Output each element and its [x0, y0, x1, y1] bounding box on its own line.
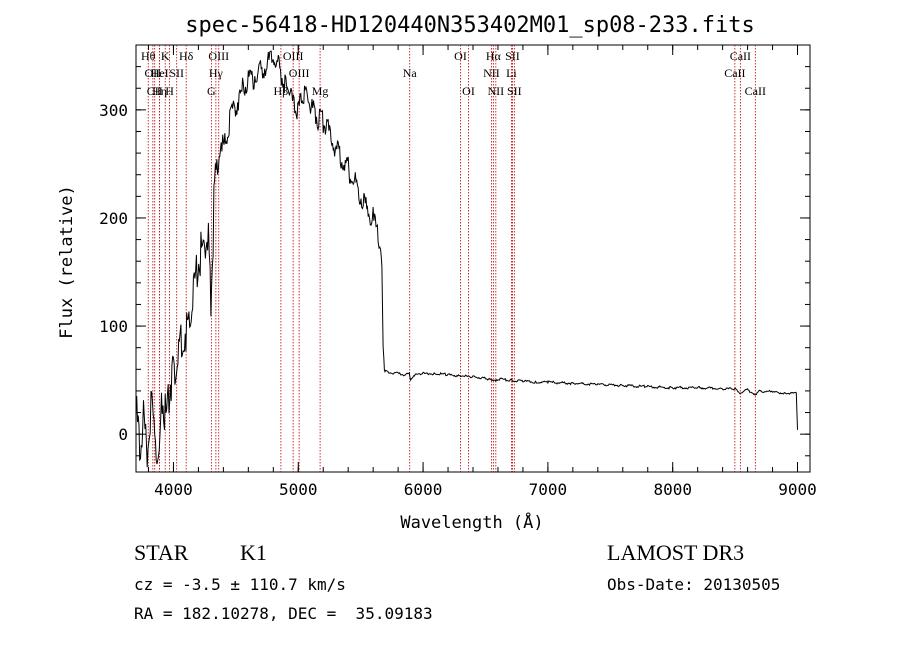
x-tick-label: 5000 [279, 480, 318, 499]
y-axis-ticks: 0 100 200 300 [99, 66, 810, 457]
emission-line-label: Hδ [179, 49, 194, 63]
emission-line-label: Hη [152, 84, 167, 98]
emission-line-label: Na [403, 66, 418, 80]
redshift-readout: cz = -3.5 ± 110.7 km/s [134, 575, 346, 594]
emission-line-label: OIII [289, 66, 310, 80]
emission-line-label: SII [505, 49, 520, 63]
emission-line-label: SII [169, 66, 184, 80]
emission-line-label: OIII [283, 49, 304, 63]
emission-line-label: CII [147, 84, 163, 98]
x-tick-label: 9000 [778, 480, 817, 499]
x-axis-label: Wavelength (Å) [400, 511, 543, 533]
emission-line-label: Li [506, 66, 517, 80]
emission-line-label: G [207, 84, 216, 98]
emission-line-label: Hα [486, 49, 502, 63]
y-tick-label: 300 [99, 101, 128, 120]
emission-line-label: H [165, 84, 174, 98]
emission-line-label: OI [462, 84, 475, 98]
emission-line-label: Mg [312, 84, 329, 98]
emission-line-labels: HθOIICIIHηKHeIHSIIHδGHγOIIIHβOIIIOIIIMgN… [141, 49, 766, 98]
emission-line-markers [147, 45, 756, 472]
emission-line-label: CaII [745, 84, 766, 98]
emission-line-label: HeI [151, 66, 169, 80]
x-tick-label: 6000 [404, 480, 443, 499]
object-subclass: K1 [240, 540, 267, 565]
survey-name: LAMOST DR3 [607, 540, 745, 565]
emission-line-label: Hγ [209, 66, 224, 80]
x-tick-label: 4000 [154, 480, 193, 499]
emission-line-label: OI [454, 49, 467, 63]
emission-line-label: CaII [730, 49, 751, 63]
object-class: STAR [134, 540, 189, 565]
y-axis-label: Flux (relative) [57, 185, 77, 339]
y-tick-label: 0 [118, 425, 128, 444]
emission-line-label: CaII [724, 66, 745, 80]
spectrum-line [135, 50, 798, 468]
emission-line-label: SII [507, 84, 522, 98]
x-axis-ticks: 4000 5000 6000 7000 8000 9000 [147, 45, 817, 499]
x-tick-label: 8000 [653, 480, 692, 499]
emission-line-label: K [161, 49, 170, 63]
spectrum-layer [135, 50, 798, 468]
coordinates-readout: RA = 182.10278, DEC = 35.09183 [134, 604, 433, 623]
obs-date: Obs-Date: 20130505 [607, 575, 781, 594]
emission-line-label: OII [145, 66, 162, 80]
x-tick-label: 7000 [529, 480, 568, 499]
emission-line-label: NII [483, 66, 500, 80]
emission-line-label: NII [488, 84, 505, 98]
emission-line-label: OIII [208, 49, 229, 63]
y-tick-label: 200 [99, 209, 128, 228]
chart-title: spec-56418-HD120440N353402M01_sp08-233.f… [185, 13, 755, 38]
emission-line-label: Hθ [141, 49, 156, 63]
y-tick-label: 100 [99, 317, 128, 336]
emission-line-label: Hβ [274, 84, 289, 98]
